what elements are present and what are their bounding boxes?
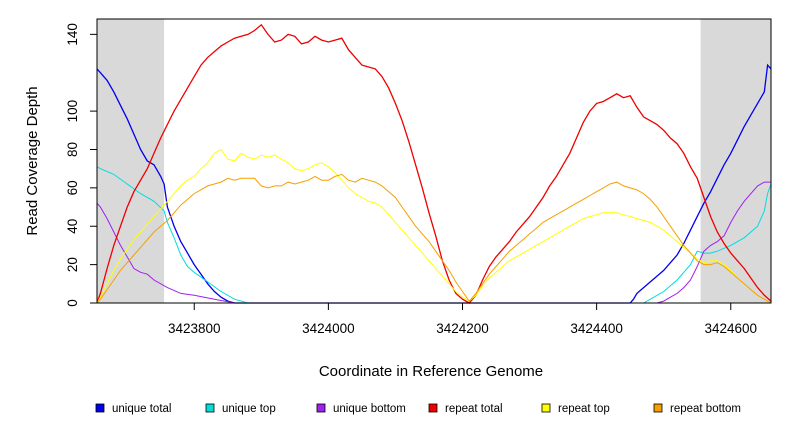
legend-label: unique bottom: [333, 403, 406, 415]
legend-swatch: [316, 403, 326, 413]
legend-item-repeat-bottom: repeat bottom: [653, 403, 741, 415]
y-axis-title: Read Coverage Depth: [24, 86, 41, 235]
legend: unique total unique top unique bottom repea…: [95, 403, 741, 415]
y-axis: 0 20 40 60 80 100 140: [65, 23, 98, 307]
legend-label: repeat total: [445, 403, 503, 415]
shaded-region-2: [700, 19, 771, 303]
x-axis-title: Coordinate in Reference Genome: [319, 363, 543, 380]
y-tick-label: 60: [65, 180, 80, 195]
legend-swatch: [428, 403, 438, 413]
y-tick-label: 0: [65, 299, 80, 307]
series-line-repeat-total: [96, 23, 772, 304]
legend-swatch: [205, 403, 215, 413]
x-tick-label: 3424400: [570, 321, 623, 336]
legend-swatch: [653, 403, 663, 413]
legend-item-unique-bottom: unique bottom: [316, 403, 406, 415]
shaded-region-1: [97, 19, 165, 303]
legend-swatch: [95, 403, 105, 413]
y-tick-label: 80: [65, 142, 80, 157]
y-tick-label: 40: [65, 219, 80, 234]
series-line-unique-bottom: [96, 181, 771, 304]
series-lines: [96, 23, 772, 304]
series-line-repeat-top: [96, 148, 772, 304]
x-tick-label: 3424200: [436, 321, 489, 336]
x-axis: 3423800 3424000 3424200 3424400 3424600: [168, 302, 757, 336]
legend-item-unique-total: unique total: [95, 403, 171, 415]
x-tick-label: 3424600: [704, 321, 757, 336]
y-tick-label: 100: [65, 100, 80, 123]
excluded-region-shading: [97, 19, 771, 303]
legend-label: repeat top: [558, 403, 610, 415]
x-tick-label: 3423800: [168, 321, 221, 336]
legend-item-repeat-top: repeat top: [541, 403, 610, 415]
legend-swatch: [541, 403, 551, 413]
x-tick-label: 3424000: [302, 321, 355, 336]
y-tick-label: 20: [65, 257, 80, 272]
series-line-repeat-bottom: [96, 173, 772, 304]
y-tick-label: 140: [65, 23, 80, 46]
legend-label: unique top: [222, 403, 276, 415]
series-line-unique-total: [96, 63, 772, 304]
plot-frame: [96, 18, 772, 304]
legend-label: unique total: [112, 403, 171, 415]
legend-label: repeat bottom: [670, 403, 741, 415]
legend-item-unique-top: unique top: [205, 403, 276, 415]
legend-item-repeat-total: repeat total: [428, 403, 503, 415]
